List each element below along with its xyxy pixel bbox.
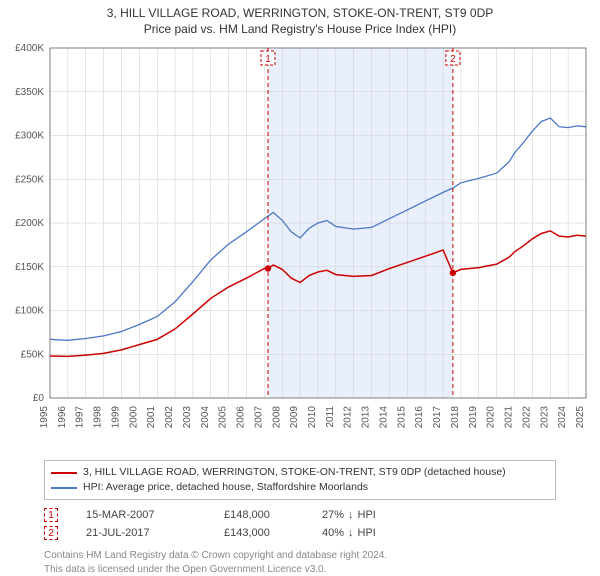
svg-text:£300K: £300K: [15, 131, 44, 142]
svg-text:2000: 2000: [128, 406, 139, 429]
svg-text:2003: 2003: [182, 406, 193, 429]
svg-text:2010: 2010: [307, 406, 318, 429]
svg-text:2014: 2014: [378, 406, 389, 429]
sale-marker-2: 2: [44, 526, 58, 540]
svg-text:2006: 2006: [236, 406, 247, 429]
sale-price: £148,000: [224, 509, 294, 521]
svg-text:£200K: £200K: [15, 218, 44, 229]
sale-date: 21-JUL-2017: [86, 527, 196, 539]
svg-text:2008: 2008: [271, 406, 282, 429]
svg-text:2024: 2024: [557, 406, 568, 429]
svg-text:£0: £0: [33, 393, 45, 404]
legend-swatch-hpi: [51, 487, 77, 489]
svg-text:2016: 2016: [414, 406, 425, 429]
sale-price: £143,000: [224, 527, 294, 539]
svg-text:2011: 2011: [325, 406, 336, 428]
page-subtitle: Price paid vs. HM Land Registry's House …: [0, 20, 600, 36]
svg-text:£250K: £250K: [15, 174, 44, 185]
svg-text:£350K: £350K: [15, 87, 44, 98]
svg-text:1997: 1997: [75, 406, 86, 429]
sales-table: 1 15-MAR-2007 £148,000 27% ↓ HPI 2 21-JU…: [44, 506, 556, 542]
svg-text:2018: 2018: [450, 406, 461, 429]
svg-text:2013: 2013: [361, 406, 372, 429]
svg-text:2022: 2022: [521, 406, 532, 429]
legend: 3, HILL VILLAGE ROAD, WERRINGTON, STOKE-…: [44, 460, 556, 500]
arrow-down-icon: ↓: [348, 509, 354, 521]
svg-text:£50K: £50K: [21, 349, 45, 360]
svg-text:1996: 1996: [57, 406, 68, 429]
svg-text:£400K: £400K: [15, 43, 44, 54]
svg-text:2019: 2019: [468, 406, 479, 429]
sales-row: 1 15-MAR-2007 £148,000 27% ↓ HPI: [44, 506, 556, 524]
svg-text:1998: 1998: [93, 406, 104, 429]
legend-item-property: 3, HILL VILLAGE ROAD, WERRINGTON, STOKE-…: [51, 465, 549, 480]
svg-text:1995: 1995: [39, 406, 50, 429]
chart-svg: £0 £50K £100K £150K £200K £250K £300K £350K £400…: [0, 36, 600, 456]
legend-label-property: 3, HILL VILLAGE ROAD, WERRINGTON, STOKE-…: [83, 465, 506, 480]
svg-text:1999: 1999: [110, 406, 121, 429]
legend-swatch-property: [51, 472, 77, 474]
svg-text:2012: 2012: [343, 406, 354, 429]
arrow-down-icon: ↓: [348, 527, 354, 539]
svg-text:2004: 2004: [200, 406, 211, 429]
svg-text:2023: 2023: [539, 406, 550, 429]
svg-text:2015: 2015: [396, 406, 407, 429]
sale-hpi-delta: 40% ↓ HPI: [322, 527, 376, 539]
page-title: 3, HILL VILLAGE ROAD, WERRINGTON, STOKE-…: [0, 0, 600, 20]
svg-text:£150K: £150K: [15, 262, 44, 273]
sale-marker-1: 1: [44, 508, 58, 522]
license-text: Contains HM Land Registry data © Crown c…: [44, 549, 556, 576]
svg-text:2005: 2005: [218, 406, 229, 429]
svg-text:2021: 2021: [504, 406, 515, 429]
svg-text:2002: 2002: [164, 406, 175, 429]
svg-text:2: 2: [450, 54, 456, 65]
legend-item-hpi: HPI: Average price, detached house, Staf…: [51, 480, 549, 495]
price-chart: £0 £50K £100K £150K £200K £250K £300K £350K £400…: [0, 36, 600, 456]
sales-row: 2 21-JUL-2017 £143,000 40% ↓ HPI: [44, 524, 556, 542]
svg-text:1: 1: [265, 54, 271, 65]
svg-text:2009: 2009: [289, 406, 300, 429]
svg-text:2001: 2001: [146, 406, 157, 429]
svg-text:2007: 2007: [253, 406, 264, 429]
legend-label-hpi: HPI: Average price, detached house, Staf…: [83, 480, 368, 495]
sale-date: 15-MAR-2007: [86, 509, 196, 521]
sale-hpi-delta: 27% ↓ HPI: [322, 509, 376, 521]
svg-text:2020: 2020: [486, 406, 497, 429]
svg-text:£100K: £100K: [15, 306, 44, 317]
svg-text:2017: 2017: [432, 406, 443, 429]
svg-text:2025: 2025: [575, 406, 586, 429]
